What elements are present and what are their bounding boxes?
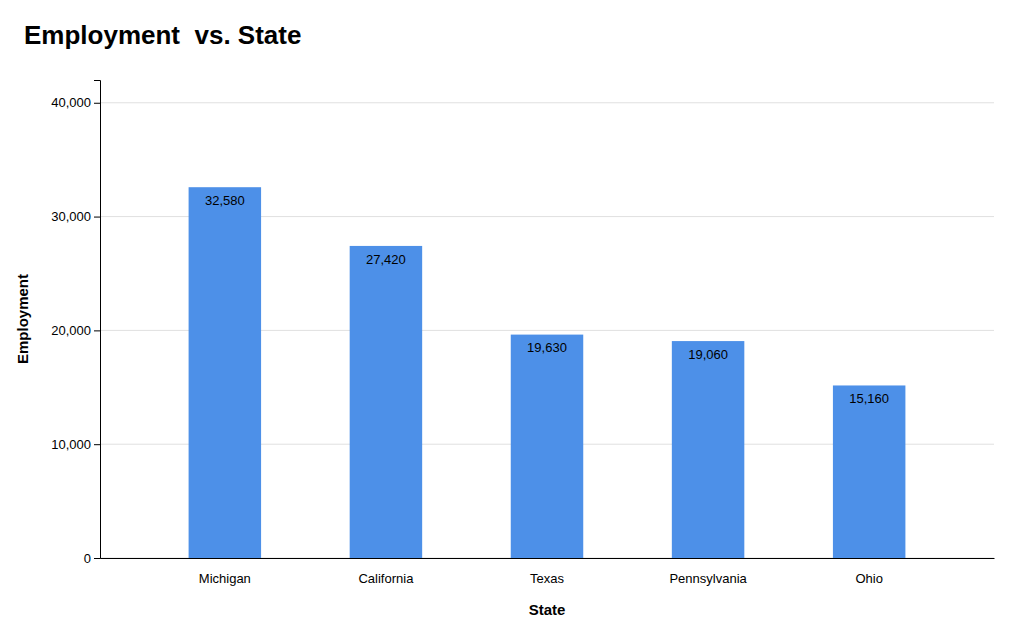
tick: 20,000 <box>51 323 100 338</box>
tick: 0 <box>84 551 100 566</box>
data-label: 15,160 <box>849 391 889 406</box>
x-axis-title: State <box>529 601 566 618</box>
data-label: 19,630 <box>527 340 567 355</box>
bar <box>189 187 261 558</box>
tick-label: 0 <box>84 551 91 566</box>
bar <box>672 341 744 558</box>
grid <box>100 103 994 558</box>
axis-line <box>101 558 995 559</box>
data-label: 32,580 <box>205 193 245 208</box>
axis-line <box>94 81 101 559</box>
tick: Ohio <box>855 571 882 586</box>
tick-mark <box>94 217 100 218</box>
tick-mark <box>94 103 100 104</box>
tick-label: 20,000 <box>51 323 91 338</box>
tick-label: 30,000 <box>51 209 91 224</box>
x-axis: Michigan California Texas Pennsylvania Ohio <box>101 559 995 586</box>
chart-container: Employment vs. State Michigan California Te… <box>0 0 1024 633</box>
tick: 30,000 <box>51 209 100 224</box>
title: Employment vs. State <box>24 20 301 50</box>
bar <box>511 335 583 558</box>
tick-label: Michigan <box>199 571 251 586</box>
tick: 40,000 <box>51 95 100 110</box>
y-axis: 0 10,000 20,000 30,000 40,000 <box>51 81 100 566</box>
plot: Michigan California Texas Pennsylvania Ohio 0… <box>51 81 994 586</box>
data-label: 27,420 <box>366 252 406 267</box>
tick: 10,000 <box>51 437 100 452</box>
y-axis-title: Employment <box>14 274 31 364</box>
grid-line <box>100 102 994 103</box>
tick: Michigan <box>199 571 251 586</box>
tick-label: California <box>358 571 414 586</box>
tick-label: 10,000 <box>51 437 91 452</box>
tick: California <box>358 571 414 586</box>
tick-label: 40,000 <box>51 95 91 110</box>
tick-label: Ohio <box>855 571 882 586</box>
tick-mark <box>94 444 100 445</box>
bars <box>189 187 906 558</box>
bar <box>833 385 905 558</box>
data-labels: 32,580 27,420 19,630 19,060 15,160 <box>205 193 889 406</box>
tick: Texas <box>530 571 564 586</box>
data-label: 19,060 <box>688 347 728 362</box>
tick-label: Texas <box>530 571 564 586</box>
chart: Employment vs. State Michigan California Te… <box>0 0 1024 633</box>
bar <box>350 246 422 558</box>
tick-mark <box>94 330 100 331</box>
tick-mark <box>94 558 100 559</box>
tick: Pennsylvania <box>669 571 747 586</box>
tick-label: Pennsylvania <box>669 571 747 586</box>
